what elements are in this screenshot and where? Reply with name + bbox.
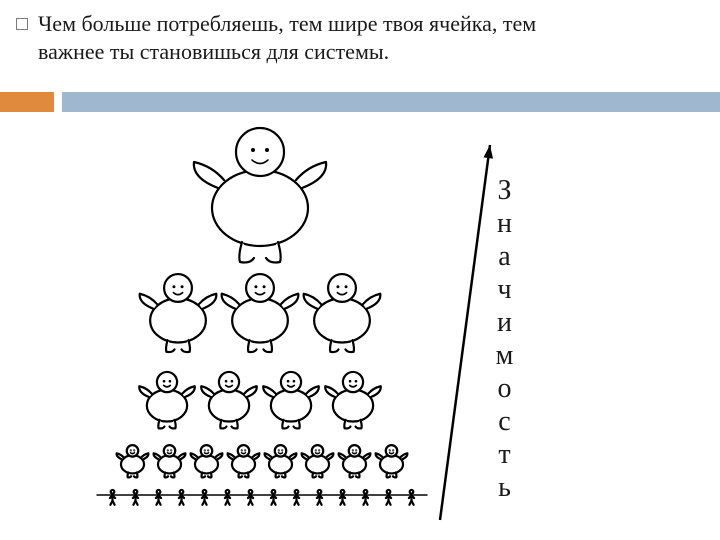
figure bbox=[263, 372, 319, 428]
stick-figure bbox=[363, 490, 368, 505]
figure bbox=[139, 372, 195, 428]
stick-figure bbox=[156, 490, 161, 505]
figure bbox=[265, 445, 297, 477]
figure bbox=[194, 128, 326, 263]
figure bbox=[325, 372, 381, 428]
figure bbox=[302, 445, 334, 477]
separator-blue bbox=[62, 92, 720, 112]
stick-figure bbox=[317, 490, 322, 505]
figure bbox=[304, 274, 381, 352]
bullet-item: Чем больше потребляешь, тем шире твоя яч… bbox=[16, 10, 598, 65]
stick-figure bbox=[294, 490, 299, 505]
pyramid-diagram: Значимость bbox=[90, 120, 630, 530]
separator-bar bbox=[0, 92, 720, 112]
separator-gap bbox=[54, 92, 62, 112]
stick-figure bbox=[271, 490, 276, 505]
stick-figure bbox=[202, 490, 207, 505]
figure bbox=[191, 445, 223, 477]
axis-label: Значимость bbox=[488, 175, 520, 505]
stick-figure bbox=[225, 490, 230, 505]
figure bbox=[222, 274, 299, 352]
figure bbox=[140, 274, 217, 352]
figure bbox=[228, 445, 260, 477]
stick-figure bbox=[340, 490, 345, 505]
stick-figure bbox=[110, 490, 115, 505]
slide: Чем больше потребляешь, тем шире твоя яч… bbox=[0, 0, 720, 540]
stick-figure bbox=[248, 490, 253, 505]
separator-orange bbox=[0, 92, 54, 112]
figure bbox=[376, 445, 408, 477]
bullet-marker bbox=[16, 18, 28, 30]
figure bbox=[201, 372, 257, 428]
stick-figure bbox=[133, 490, 138, 505]
figure bbox=[339, 445, 371, 477]
stick-figure bbox=[409, 490, 414, 505]
stick-figure bbox=[179, 490, 184, 505]
bullet-text: Чем больше потребляешь, тем шире твоя яч… bbox=[38, 10, 598, 65]
figure bbox=[117, 445, 149, 477]
figure bbox=[154, 445, 186, 477]
stick-figure bbox=[386, 490, 391, 505]
